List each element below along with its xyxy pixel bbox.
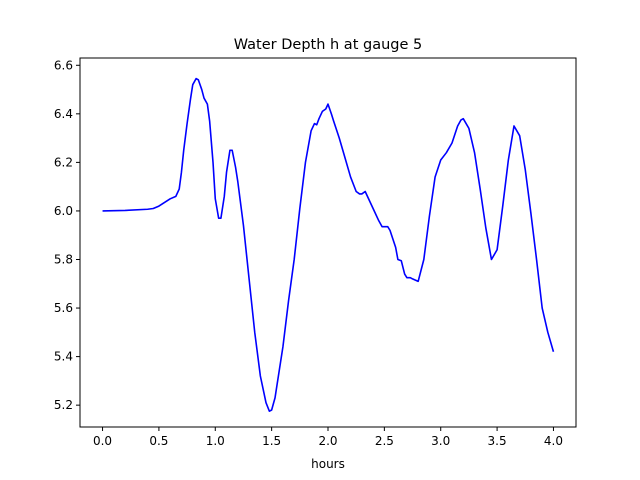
- y-tick-label: 6.6: [54, 58, 73, 72]
- y-tick-label: 6.4: [54, 107, 73, 121]
- x-tick-label: 3.5: [488, 434, 507, 448]
- y-tick-label: 5.4: [54, 350, 73, 364]
- x-tick-label: 4.0: [544, 434, 563, 448]
- x-tick-label: 1.5: [262, 434, 281, 448]
- x-axis-label: hours: [311, 457, 345, 471]
- y-tick-label: 6.0: [54, 204, 73, 218]
- x-tick-label: 0.0: [93, 434, 112, 448]
- x-tick-label: 1.0: [206, 434, 225, 448]
- x-axis: 0.0 0.5 1.0 1.5 2.0 2.5 3.0 3.5 4.0: [93, 427, 563, 448]
- x-tick-label: 2.5: [375, 434, 394, 448]
- y-tick-label: 5.2: [54, 398, 73, 412]
- x-tick-label: 2.0: [318, 434, 337, 448]
- axes-frame: [79, 57, 577, 428]
- y-tick-label: 6.2: [54, 155, 73, 169]
- chart-title: Water Depth h at gauge 5: [234, 37, 422, 53]
- x-tick-label: 3.0: [431, 434, 450, 448]
- y-tick-label: 5.6: [54, 301, 73, 315]
- y-axis: 5.2 5.4 5.6 5.8 6.0 6.2 6.4 6.6: [54, 58, 80, 412]
- plot-area: [102, 77, 555, 413]
- x-tick-label: 0.5: [149, 434, 168, 448]
- y-tick-label: 5.8: [54, 252, 73, 266]
- series-line-0: [102, 77, 555, 413]
